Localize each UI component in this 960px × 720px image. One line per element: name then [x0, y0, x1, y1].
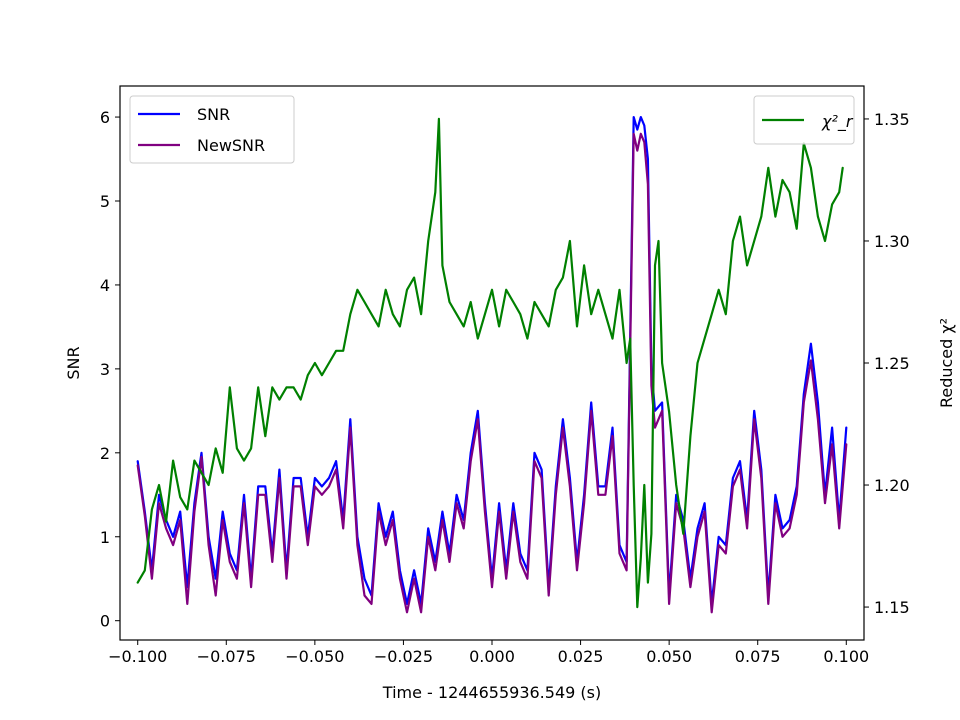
x-axis: −0.100 −0.075 −0.050 −0.025 0.000 0.025 0.050 0… [108, 640, 869, 666]
y-right-tick-label: 1.35 [874, 110, 910, 129]
y-left-tick-label: 5 [100, 192, 110, 211]
series-line-chi2 [136, 117, 844, 609]
y-right-tick-label: 1.20 [874, 476, 910, 495]
x-tick-label: −0.075 [197, 647, 256, 666]
x-tick-label: 0.050 [646, 647, 692, 666]
y-right-tick-label: 1.15 [874, 598, 910, 617]
y-left-tick-label: 2 [100, 444, 110, 463]
y-axis-right-label: Reduced χ² [937, 318, 956, 408]
y-axis-right: 1.15 1.20 1.25 1.30 1.35 [864, 110, 910, 617]
legend-label-chi2: χ²_r [821, 112, 854, 132]
y-left-tick-label: 4 [100, 276, 110, 295]
y-left-tick-label: 6 [100, 108, 110, 127]
y-left-tick-label: 0 [100, 612, 110, 631]
x-axis-label: Time - 1244655936.549 (s) [382, 683, 601, 702]
legend-left-box [129, 95, 295, 164]
legend-left: SNR NewSNR [129, 95, 295, 164]
y-axis-left-label: SNR [64, 346, 83, 379]
x-tick-label: 0.000 [469, 647, 515, 666]
x-tick-label: −0.100 [108, 647, 167, 666]
y-left-tick-label: 3 [100, 360, 110, 379]
x-tick-label: 0.075 [735, 647, 781, 666]
y-left-tick-label: 1 [100, 528, 110, 547]
series-layer [136, 115, 848, 614]
x-tick-label: 0.025 [558, 647, 604, 666]
legend-right: χ²_r [753, 95, 855, 145]
y-axis-left: 0 1 2 3 4 5 6 [100, 108, 120, 631]
legend-label-newsnr: NewSNR [197, 136, 265, 155]
series-line-newsnr [136, 132, 848, 614]
legend-label-snr: SNR [197, 105, 230, 124]
y-right-tick-label: 1.30 [874, 232, 910, 251]
x-tick-label: 0.100 [823, 647, 869, 666]
x-tick-label: −0.050 [285, 647, 344, 666]
x-tick-label: −0.025 [374, 647, 433, 666]
y-right-tick-label: 1.25 [874, 354, 910, 373]
